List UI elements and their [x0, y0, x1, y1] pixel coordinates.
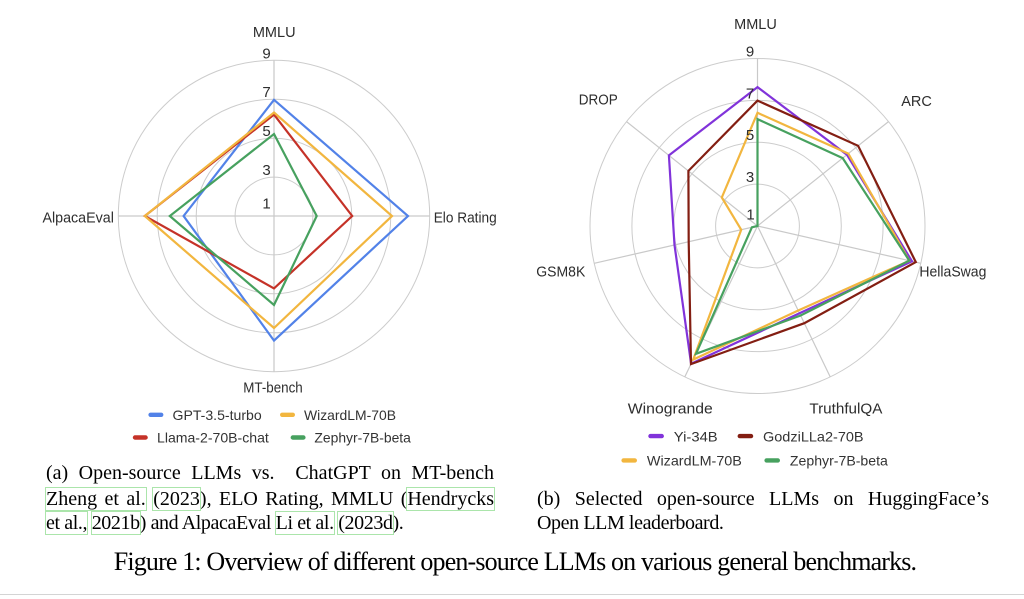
svg-text:Yi-34B: Yi-34B: [674, 428, 718, 444]
svg-text:Elo Rating: Elo Rating: [434, 211, 497, 227]
svg-text:WizardLM-70B: WizardLM-70B: [304, 407, 396, 423]
svg-text:Zephyr-7B-beta: Zephyr-7B-beta: [314, 430, 411, 446]
svg-text:1: 1: [746, 207, 754, 224]
svg-text:AlpacaEval: AlpacaEval: [42, 211, 114, 227]
svg-text:3: 3: [262, 162, 270, 179]
svg-text:GodziLLa2-70B: GodziLLa2-70B: [763, 428, 864, 444]
svg-text:HellaSwag: HellaSwag: [919, 265, 986, 281]
svg-text:5: 5: [746, 127, 754, 144]
svg-text:7: 7: [262, 84, 270, 101]
svg-text:3: 3: [746, 169, 754, 186]
svg-text:GPT-3.5-turbo: GPT-3.5-turbo: [173, 407, 262, 423]
svg-text:5: 5: [262, 123, 270, 140]
svg-text:Winogrande: Winogrande: [628, 402, 713, 418]
svg-text:MMLU: MMLU: [253, 25, 296, 41]
svg-text:9: 9: [262, 45, 270, 62]
svg-text:1: 1: [262, 196, 270, 213]
svg-text:9: 9: [746, 44, 754, 61]
svg-text:GSM8K: GSM8K: [536, 265, 585, 281]
svg-text:7: 7: [746, 85, 754, 102]
svg-text:Zephyr-7B-beta: Zephyr-7B-beta: [790, 453, 888, 469]
svg-text:WizardLM-70B: WizardLM-70B: [647, 453, 742, 469]
svg-text:Llama-2-70B-chat: Llama-2-70B-chat: [157, 430, 269, 446]
svg-text:DROP: DROP: [579, 93, 618, 109]
svg-text:TruthfulQA: TruthfulQA: [809, 402, 882, 418]
svg-text:MT-bench: MT-bench: [243, 380, 303, 396]
svg-text:ARC: ARC: [901, 94, 932, 110]
svg-text:MMLU: MMLU: [734, 17, 777, 33]
